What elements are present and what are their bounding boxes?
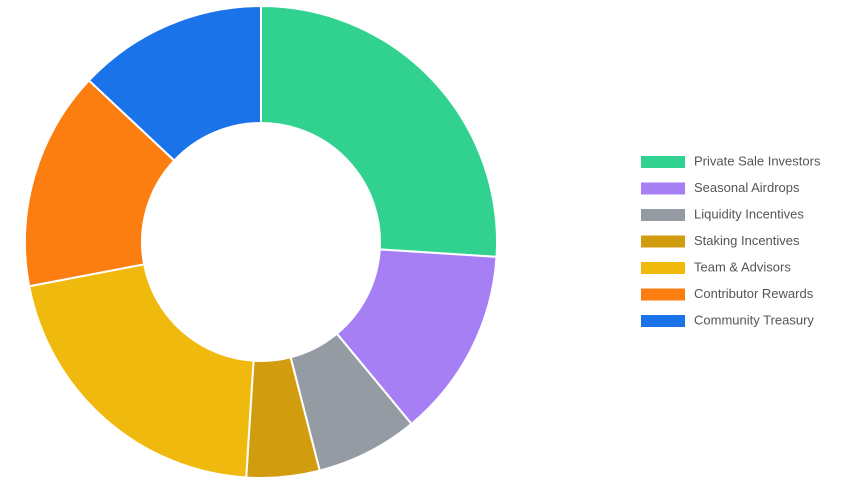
legend-label[interactable]: Contributor Rewards [694,286,814,301]
legend-label[interactable]: Seasonal Airdrops [694,180,800,195]
legend-swatch[interactable] [641,235,685,248]
legend-swatch[interactable] [641,182,685,195]
legend-label[interactable]: Team & Advisors [694,259,791,274]
donut-slice [260,4,498,258]
donut-slice [24,79,176,288]
legend-swatch[interactable] [641,262,685,274]
donut-slice [87,4,262,162]
legend-swatch[interactable] [641,315,685,327]
legend-label[interactable]: Staking Incentives [694,233,800,248]
donut-slice [335,248,498,426]
legend-label[interactable]: Liquidity Incentives [694,206,804,221]
legend-swatch[interactable] [641,288,685,301]
donut-slice [28,263,255,479]
legend-swatch[interactable] [641,209,685,221]
legend-swatch[interactable] [641,156,685,168]
legend-label[interactable]: Private Sale Investors [694,153,821,168]
legend-label[interactable]: Community Treasury [694,312,814,327]
